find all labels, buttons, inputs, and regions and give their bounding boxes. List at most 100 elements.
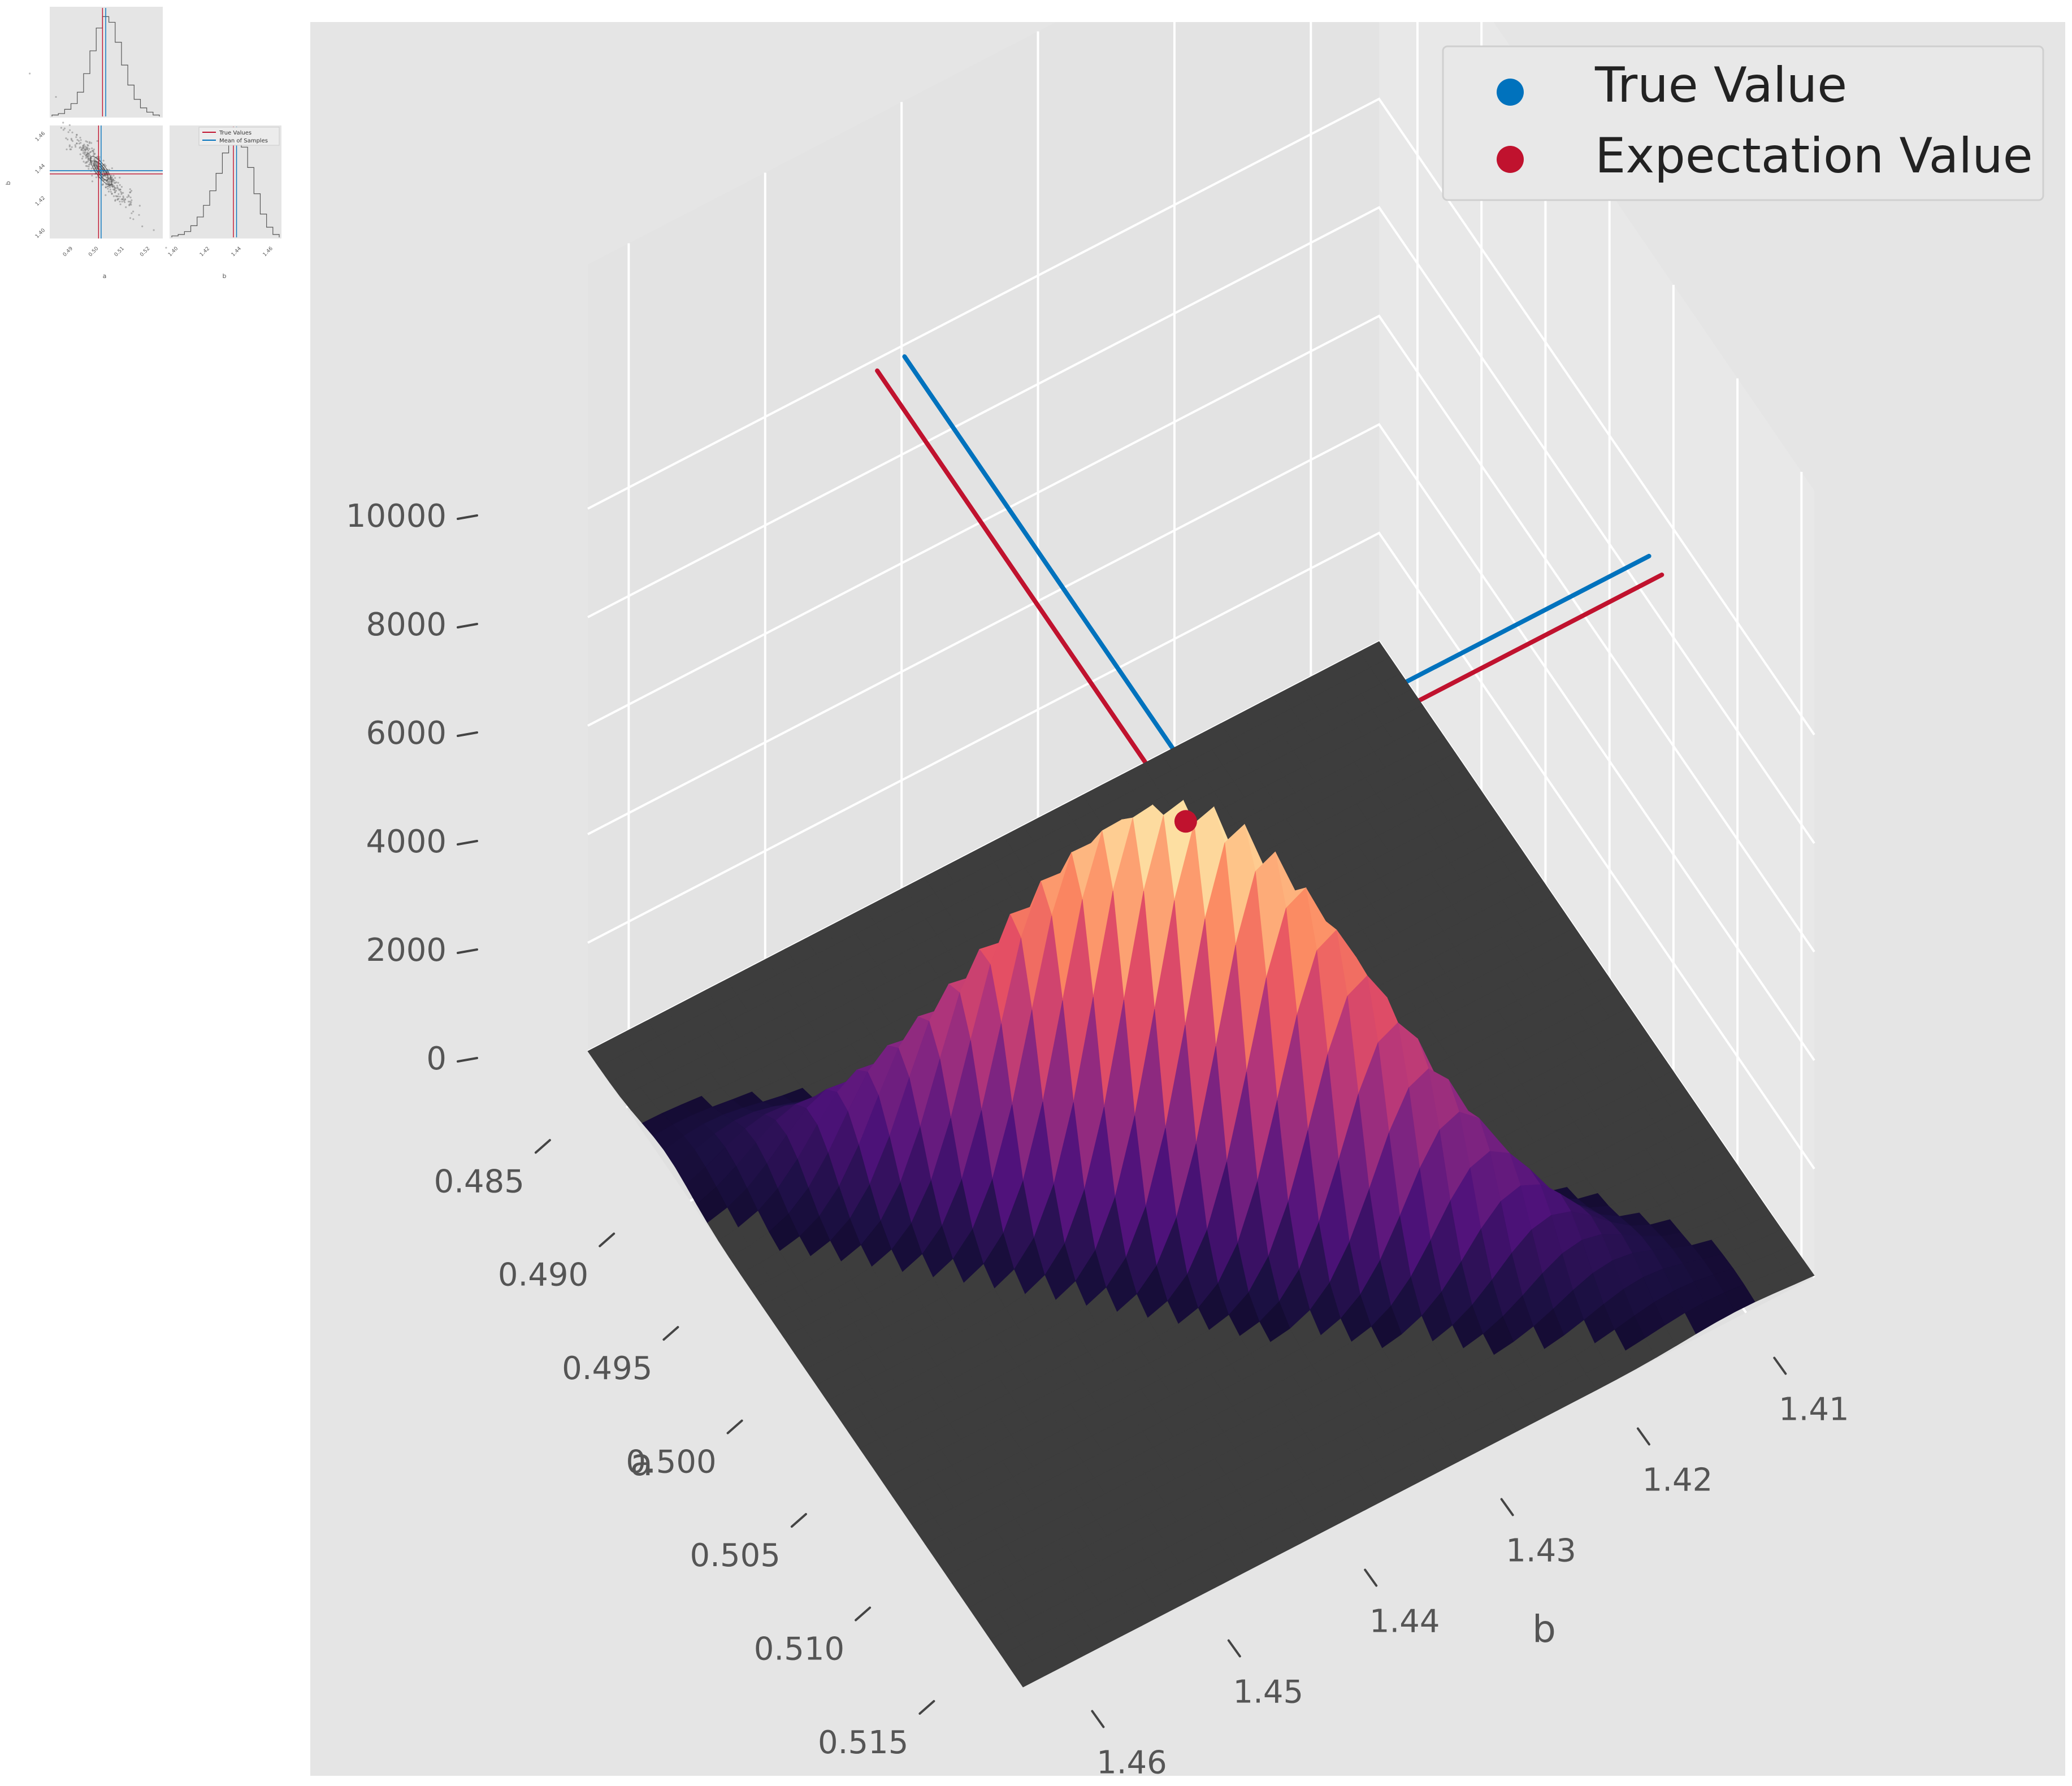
corner-joint-point	[83, 148, 85, 150]
corner-joint-point	[89, 163, 92, 166]
corner-joint-point	[109, 177, 111, 180]
corner-joint-point	[91, 147, 93, 150]
corner-joint-point	[116, 185, 118, 187]
corner-joint-point	[80, 149, 83, 151]
corner-joint-xtick: 0.52	[139, 246, 151, 258]
corner-joint-point	[131, 212, 133, 214]
corner-joint-point	[109, 177, 111, 179]
corner-joint-point	[95, 176, 97, 179]
corner-joint-point	[112, 178, 114, 180]
a-tick-mark	[662, 1326, 679, 1341]
corner-joint-point	[132, 218, 135, 220]
corner-joint-point	[114, 191, 116, 193]
legend-box	[1442, 45, 2044, 201]
a-tick-mark	[790, 1513, 807, 1528]
corner-joint-point	[87, 155, 89, 158]
corner-joint-point	[86, 148, 88, 150]
corner-joint-point	[111, 192, 113, 195]
corner-joint-point	[74, 144, 76, 146]
corner-joint-point	[71, 146, 73, 148]
a-tick-label: 0.500	[626, 1444, 716, 1481]
corner-joint-point	[105, 174, 107, 176]
corner-joint-point	[87, 155, 89, 157]
z-tick-label: 0	[426, 1041, 447, 1077]
corner-joint-point	[111, 167, 113, 170]
corner-joint-point	[81, 147, 83, 149]
a-tick-label: 0.505	[690, 1537, 781, 1574]
corner-joint-point	[69, 148, 71, 150]
corner-joint-point	[82, 145, 84, 147]
corner-joint-point	[113, 186, 115, 188]
corner-legend-box	[198, 127, 280, 146]
corner-plot: 0.49 0.50 0.51 0.52 1.40 1.42 1.44 1.46 a b 1.4…	[5, 7, 281, 280]
z-tick-label: 4000	[366, 823, 447, 860]
corner-joint-point	[92, 150, 94, 152]
corner-joint-point	[115, 189, 118, 192]
corner-joint-point	[86, 147, 89, 149]
corner-joint-xtick: 0.51	[114, 246, 125, 258]
corner-joint-point	[131, 199, 133, 201]
corner-joint-point	[122, 192, 124, 194]
corner-b-xlabel: b	[223, 272, 227, 280]
corner-joint-point	[84, 150, 86, 152]
corner-joint-point	[129, 196, 132, 198]
a-tick-label: 0.515	[818, 1724, 908, 1761]
b-tick-mark	[1227, 1639, 1241, 1658]
corner-joint-point	[95, 163, 97, 166]
corner-joint-point	[85, 162, 88, 164]
z-tick-mark	[457, 948, 478, 954]
corner-joint-point	[84, 149, 86, 151]
corner-joint-point	[78, 142, 80, 145]
corner-joint-point	[85, 161, 88, 163]
b-tick-mark	[1091, 1710, 1105, 1728]
corner-joint-point	[90, 142, 93, 144]
corner-joint-point	[82, 150, 84, 152]
corner-joint-point	[85, 147, 87, 149]
a-tick-label: 0.510	[754, 1631, 844, 1667]
corner-joint-point	[70, 137, 72, 140]
corner-joint-bg	[50, 125, 163, 239]
b-tick-label: 1.44	[1369, 1603, 1440, 1640]
corner-joint-point	[120, 190, 122, 193]
corner-joint-point	[62, 122, 64, 124]
corner-joint-point	[120, 198, 123, 201]
corner-joint-point	[118, 193, 120, 195]
corner-joint-point	[102, 171, 104, 174]
corner-joint-point	[88, 168, 90, 170]
corner-joint-point	[113, 189, 116, 191]
corner-joint-point	[85, 155, 88, 158]
corner-joint-point	[80, 139, 82, 141]
corner-joint-point	[119, 188, 122, 190]
corner-joint-point	[124, 201, 126, 203]
corner-joint-point	[86, 151, 89, 154]
corner-joint-point	[109, 180, 111, 183]
corner-legend: True Values Mean of Samples	[198, 127, 280, 146]
corner-joint-point	[81, 148, 84, 150]
b-tick-label: 1.42	[1642, 1462, 1713, 1499]
corner-joint-point	[116, 195, 118, 198]
corner-joint-point	[76, 134, 78, 136]
corner-joint-point	[79, 137, 81, 139]
corner-joint-point	[129, 191, 131, 194]
b-tick-label: 1.43	[1506, 1533, 1576, 1570]
corner-joint-point	[120, 192, 123, 194]
b-tick-mark	[1500, 1498, 1514, 1516]
corner-joint-point	[84, 145, 86, 148]
corner-joint-point	[119, 201, 121, 203]
corner-joint-point	[82, 152, 84, 154]
corner-joint-point	[122, 198, 124, 200]
corner-joint-point	[84, 151, 86, 154]
corner-joint-point	[114, 187, 116, 189]
corner-joint-point	[106, 185, 109, 188]
corner-joint-point	[111, 185, 114, 188]
corner-joint-point	[87, 159, 89, 161]
corner-joint-point	[75, 136, 77, 138]
corner-joint-point	[86, 153, 89, 155]
corner-joint-point	[55, 96, 57, 98]
corner-joint-point	[114, 200, 116, 202]
corner-joint-point	[128, 203, 131, 206]
corner-joint-point	[93, 153, 96, 155]
b-tick-label: 1.41	[1779, 1391, 1849, 1428]
corner-joint-point	[89, 141, 91, 143]
corner-joint-point	[88, 163, 90, 166]
